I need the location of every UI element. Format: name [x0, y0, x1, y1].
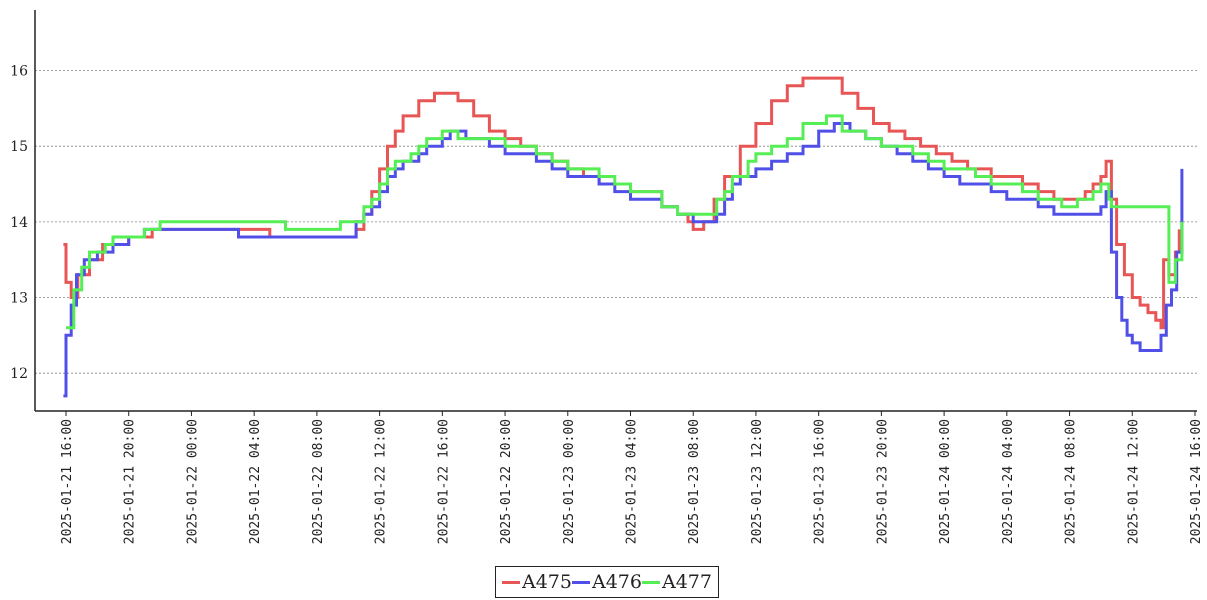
x-tick-label: 2025-01-23 00:00 [562, 419, 577, 544]
x-tick-label: 2025-01-23 12:00 [750, 419, 765, 544]
series-line-a477 [66, 114, 1184, 330]
x-tick-label: 2025-01-22 08:00 [311, 419, 326, 544]
legend-label-a476: A476 [592, 571, 642, 593]
x-tick-label: 2025-01-22 20:00 [499, 419, 514, 544]
x-tick-label: 2025-01-23 04:00 [625, 419, 640, 544]
legend-label-a477: A477 [662, 571, 712, 593]
series-lines [63, 76, 1184, 398]
x-tick-label: 2025-01-24 00:00 [938, 419, 953, 544]
legend-item-a476: A476 [572, 571, 642, 593]
legend-swatch-a476 [572, 580, 590, 584]
y-tick-label: 14 [10, 215, 28, 231]
x-tick-label: 2025-01-23 08:00 [687, 419, 702, 544]
x-tick-label: 2025-01-24 04:00 [1001, 419, 1016, 544]
x-tick-label: 2025-01-24 16:00 [1189, 419, 1204, 544]
x-tick-label: 2025-01-22 00:00 [185, 419, 200, 544]
x-tick-label: 2025-01-24 08:00 [1064, 419, 1079, 544]
legend: A475 A476 A477 [495, 566, 719, 598]
x-tick-label: 2025-01-23 16:00 [813, 419, 828, 544]
y-tick-label: 16 [10, 64, 28, 80]
y-axis-ticks: 12 13 14 15 16 [10, 64, 28, 383]
y-tick-label: 12 [10, 366, 28, 382]
x-tick-label: 2025-01-22 16:00 [436, 419, 451, 544]
x-tick-label: 2025-01-22 04:00 [248, 419, 263, 544]
y-tick-label: 13 [10, 291, 28, 307]
x-tick-label: 2025-01-24 12:00 [1126, 419, 1141, 544]
y-tick-label: 15 [10, 139, 28, 155]
series-line-a476 [63, 122, 1184, 398]
x-tick-label: 2025-01-21 20:00 [123, 419, 138, 544]
legend-swatch-a475 [502, 580, 520, 584]
x-tick-label: 2025-01-21 16:00 [60, 419, 75, 544]
legend-label-a475: A475 [522, 571, 572, 593]
x-tick-label: 2025-01-23 20:00 [875, 419, 890, 544]
x-axis-ticks: 2025-01-21 16:00 2025-01-21 20:00 2025-01-… [60, 411, 1204, 544]
legend-item-a477: A477 [642, 571, 712, 593]
legend-swatch-a477 [642, 580, 660, 584]
x-tick-label: 2025-01-22 12:00 [374, 419, 389, 544]
series-line-a475 [63, 76, 1181, 330]
legend-item-a475: A475 [502, 571, 572, 593]
